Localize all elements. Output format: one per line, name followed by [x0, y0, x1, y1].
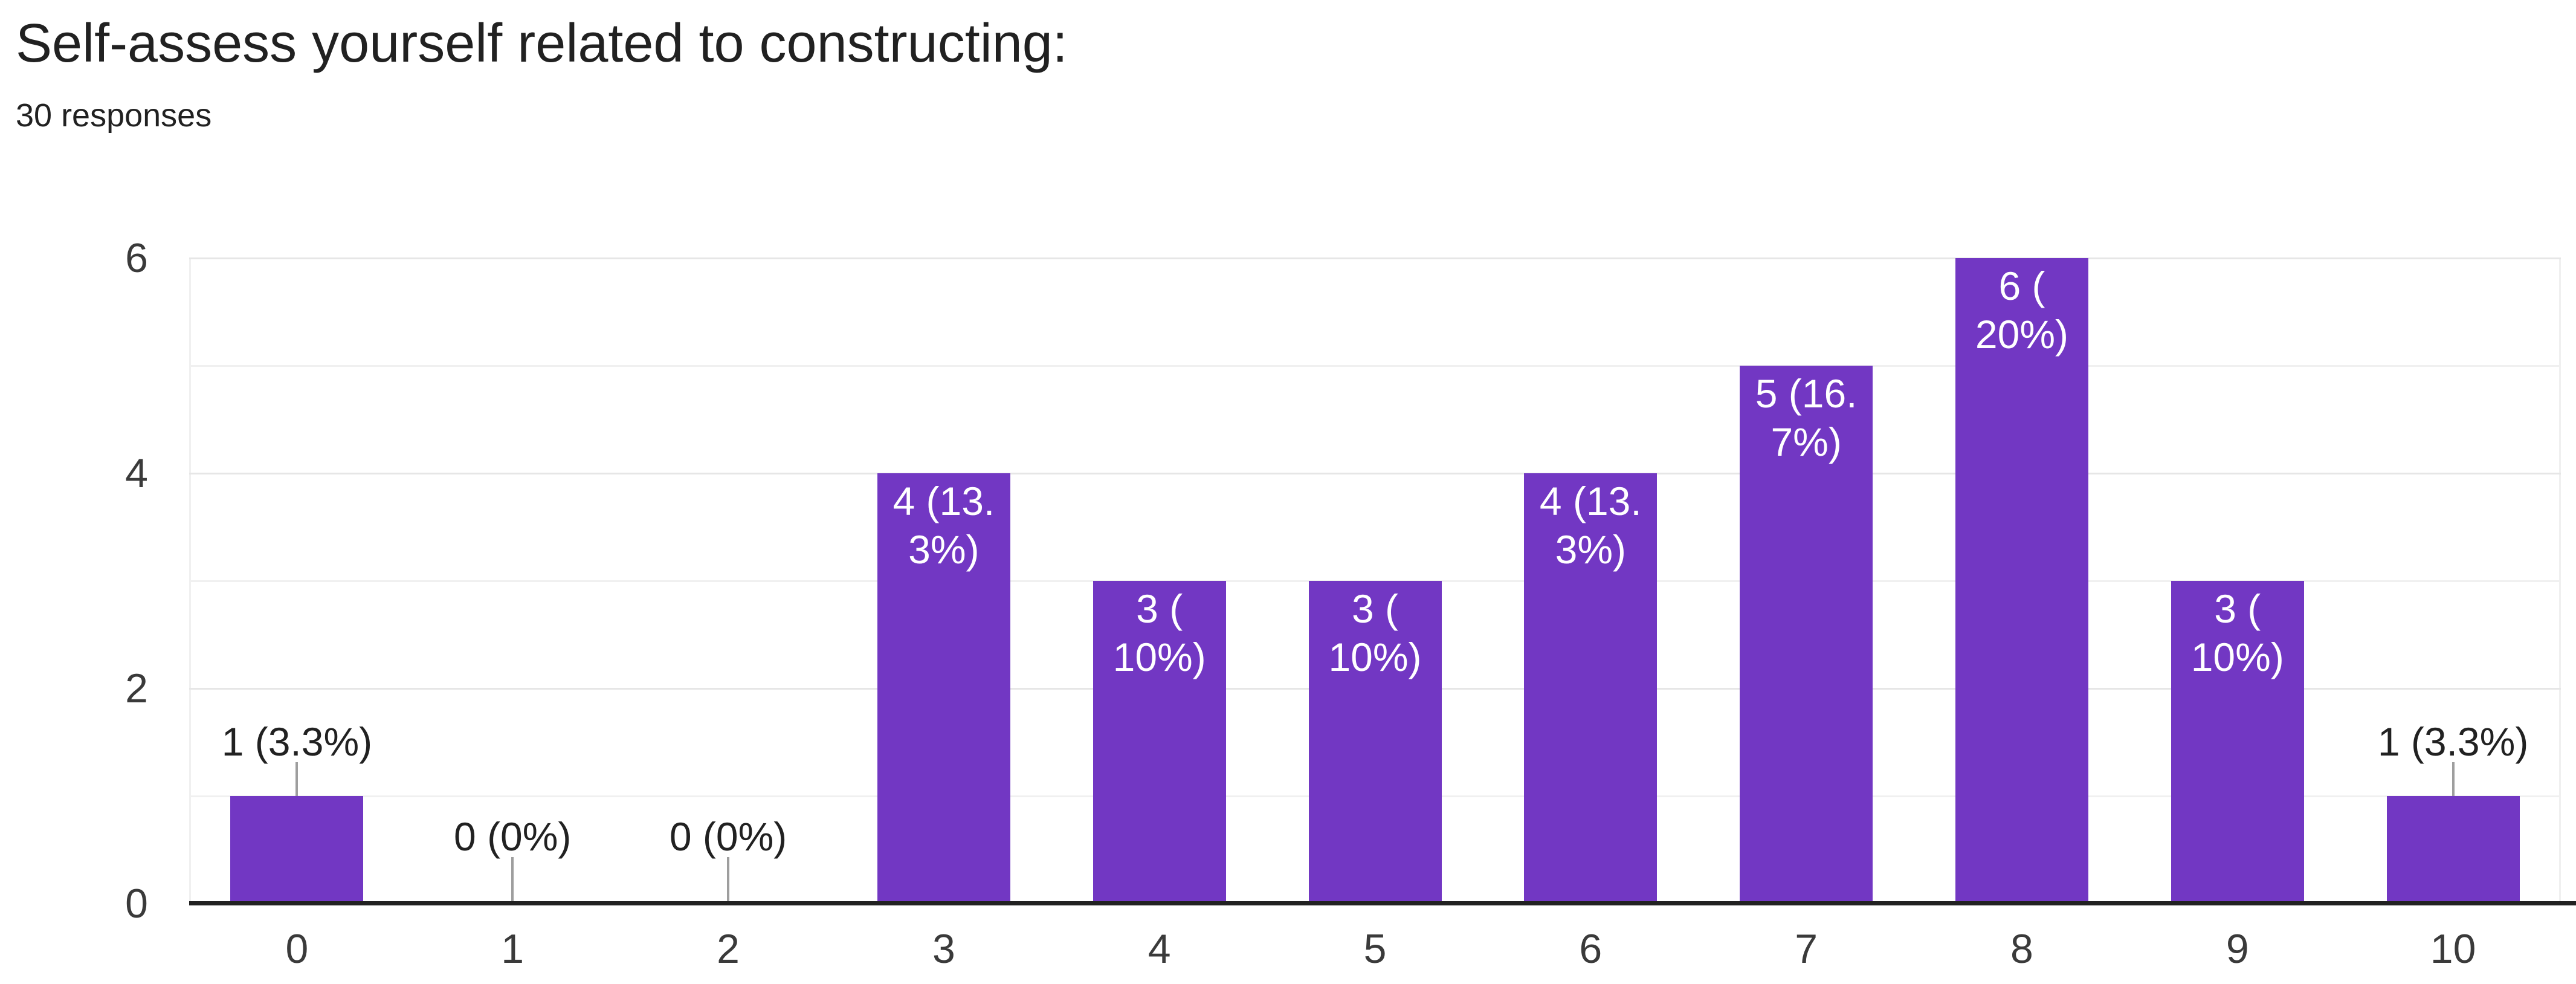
question-title: Self-assess yourself related to construc…: [16, 13, 1068, 74]
y-axis-label-6: 6: [125, 235, 148, 281]
bar-3: 4 (13. 3%): [877, 473, 1010, 904]
bar-5: 3 ( 10%): [1308, 581, 1442, 904]
y-axis-label-4: 4: [125, 450, 148, 496]
bar-value-label: 5 (16. 7%): [1755, 371, 1858, 464]
label-stem: [511, 857, 514, 902]
bar-value-label: 3 ( 10%): [1112, 586, 1206, 679]
x-axis-label-2: 2: [717, 926, 740, 972]
bar-value-label: 1 (3.3%): [2377, 719, 2529, 764]
bar-10: [2386, 796, 2520, 904]
x-axis-label-10: 10: [2430, 926, 2476, 972]
label-stem: [295, 762, 299, 796]
gridline-y5: [189, 365, 2561, 367]
x-axis-label-1: 1: [501, 926, 525, 972]
bar-value-label: 3 ( 10%): [1328, 586, 1422, 679]
bar-value-label: 0 (0%): [669, 814, 787, 859]
bar-value-label: 3 ( 10%): [2190, 586, 2284, 679]
response-count: 30 responses: [16, 97, 212, 134]
x-axis-label-5: 5: [1363, 926, 1387, 972]
gridline-y6: [189, 257, 2561, 259]
gridline-y4: [189, 473, 2561, 474]
y-axis-label-2: 2: [125, 665, 148, 711]
x-axis-label-4: 4: [1148, 926, 1171, 972]
bar-4: 3 ( 10%): [1093, 581, 1226, 904]
label-stem: [727, 857, 730, 902]
y-axis-label-0: 0: [125, 881, 148, 927]
x-axis-label-8: 8: [2010, 926, 2033, 972]
bar-6: 4 (13. 3%): [1524, 473, 1658, 904]
label-stem: [2452, 762, 2455, 796]
bar-value-label: 0 (0%): [454, 814, 572, 859]
bar-value-label: 6 ( 20%): [1975, 264, 2068, 357]
x-axis-label-6: 6: [1579, 926, 1603, 972]
bar-7: 5 (16. 7%): [1740, 366, 1873, 904]
x-axis-label-0: 0: [285, 926, 309, 972]
x-axis-label-3: 3: [932, 926, 955, 972]
bar-8: 6 ( 20%): [1955, 258, 2088, 904]
x-axis-label-7: 7: [1795, 926, 1818, 972]
bar-9: 3 ( 10%): [2171, 581, 2304, 904]
x-axis-label-9: 9: [2226, 926, 2249, 972]
bar-value-label: 1 (3.3%): [221, 719, 373, 764]
bar-value-label: 4 (13. 3%): [1539, 479, 1642, 572]
x-axis-baseline: [189, 901, 2576, 905]
bar-0: [230, 796, 364, 904]
bar-value-label: 4 (13. 3%): [893, 479, 995, 572]
